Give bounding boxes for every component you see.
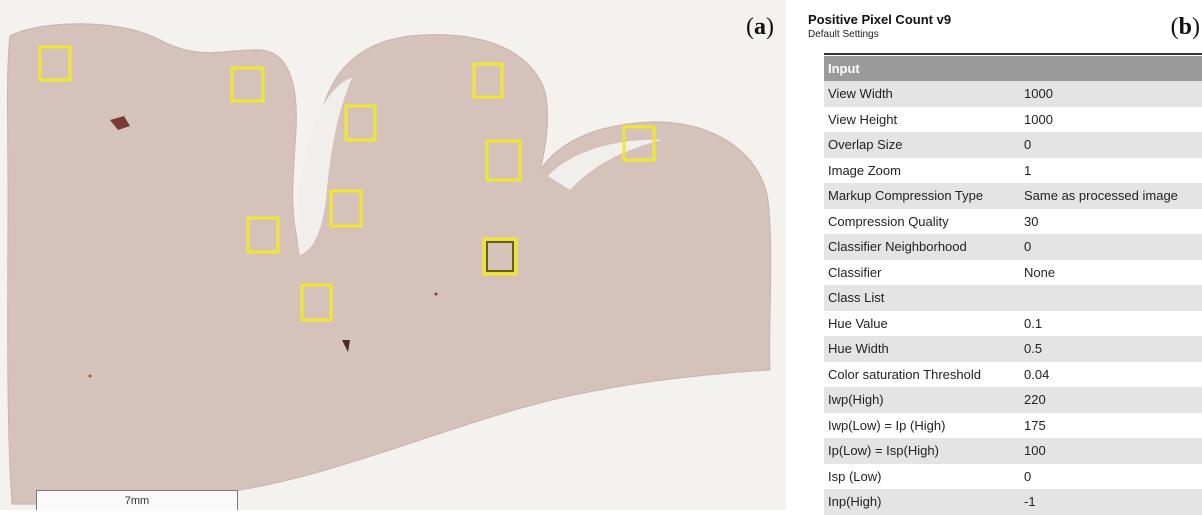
param-name: Classifier Neighborhood xyxy=(828,239,967,255)
param-value: 0.1 xyxy=(1024,315,1043,331)
param-name: Image Zoom xyxy=(828,162,901,178)
tissue-artifact xyxy=(342,340,350,352)
scale-bar-label: 7mm xyxy=(124,495,150,507)
table-row: Iwp(Low) = Ip (High) 175 xyxy=(824,413,1202,439)
param-value: 220 xyxy=(1024,392,1046,408)
settings-subtitle: Default Settings xyxy=(808,29,879,40)
param-name: View Width xyxy=(828,86,893,102)
param-value: 0 xyxy=(1024,468,1032,484)
param-value: 0 xyxy=(1024,239,1032,255)
table-row: Image Zoom 1 xyxy=(824,158,1202,184)
roi-box xyxy=(622,125,656,162)
param-value: None xyxy=(1024,264,1056,280)
param-name: Class List xyxy=(828,290,885,306)
param-name: Compression Quality xyxy=(828,213,949,229)
panel-label-a: (a) xyxy=(746,14,774,40)
table-row: Overlap Size 0 xyxy=(824,132,1202,158)
table-header-label: Input xyxy=(828,61,860,76)
settings-table: Input View Width 1000 View Height 1000 Ove… xyxy=(824,56,1202,515)
param-value: 1000 xyxy=(1024,86,1053,102)
panel-label-b: (b) xyxy=(1170,14,1200,40)
table-row: View Width 1000 xyxy=(824,81,1202,107)
param-name: Classifier xyxy=(828,264,882,280)
table-row: Hue Width 0.5 xyxy=(824,336,1202,362)
table-row: Markup Compression Type Same as processed… xyxy=(824,183,1202,209)
algorithm-title: Positive Pixel Count v9 xyxy=(808,12,952,27)
param-value: 0 xyxy=(1024,137,1032,153)
table-row: Ip(Low) = Isp(High) 100 xyxy=(824,438,1202,464)
param-name: Iwp(Low) = Ip (High) xyxy=(828,417,946,433)
param-value: 175 xyxy=(1024,417,1046,433)
roi-box xyxy=(246,216,280,254)
param-name: Iwp(High) xyxy=(828,392,884,408)
table-row: Class List xyxy=(824,285,1202,311)
param-value: Same as processed image xyxy=(1024,188,1178,204)
table-row: Isp (Low) 0 xyxy=(824,464,1202,490)
table-row: Inp(High) -1 xyxy=(824,489,1202,515)
param-name: Hue Width xyxy=(828,341,889,357)
param-name: Inp(High) xyxy=(828,494,882,510)
param-name: Isp (Low) xyxy=(828,468,882,484)
tissue-artifact xyxy=(110,116,130,130)
scale-bar: 7mm xyxy=(36,490,238,510)
roi-box xyxy=(38,45,72,82)
param-name: Hue Value xyxy=(828,315,888,331)
table-row: Classifier Neighborhood 0 xyxy=(824,234,1202,260)
tissue-section-image xyxy=(7,23,772,505)
table-header-row: Input xyxy=(824,56,1202,81)
param-value: 0.04 xyxy=(1024,366,1050,382)
table-row: Color saturation Threshold 0.04 xyxy=(824,362,1202,388)
table-row: Classifier None xyxy=(824,260,1202,286)
param-value: 30 xyxy=(1024,213,1039,229)
tissue-image-panel: (a) 7mm xyxy=(0,0,786,510)
roi-box-selected-inner xyxy=(486,241,514,272)
roi-box xyxy=(472,62,504,99)
param-value: 100 xyxy=(1024,443,1046,459)
table-row: Hue Value 0.1 xyxy=(824,311,1202,337)
table-top-rule xyxy=(824,53,1202,55)
param-value: 1000 xyxy=(1024,111,1053,127)
roi-box xyxy=(329,189,363,228)
param-name: Markup Compression Type xyxy=(828,188,984,204)
param-name: Color saturation Threshold xyxy=(828,366,981,382)
table-row: Compression Quality 30 xyxy=(824,209,1202,235)
param-name: View Height xyxy=(828,111,898,127)
roi-box-group xyxy=(38,45,656,322)
param-name: Overlap Size xyxy=(828,137,903,153)
table-row: View Height 1000 xyxy=(824,107,1202,133)
roi-box xyxy=(300,283,333,322)
roi-box-selected xyxy=(482,237,518,276)
param-value: 1 xyxy=(1024,162,1032,178)
param-name: Ip(Low) = Isp(High) xyxy=(828,443,939,459)
roi-box xyxy=(344,104,377,142)
roi-box xyxy=(485,139,522,182)
settings-panel: Positive Pixel Count v9 Default Settings… xyxy=(806,0,1202,515)
param-value: -1 xyxy=(1024,494,1036,510)
param-value: 0.5 xyxy=(1024,341,1043,357)
roi-box xyxy=(230,66,265,103)
table-row: Iwp(High) 220 xyxy=(824,387,1202,413)
